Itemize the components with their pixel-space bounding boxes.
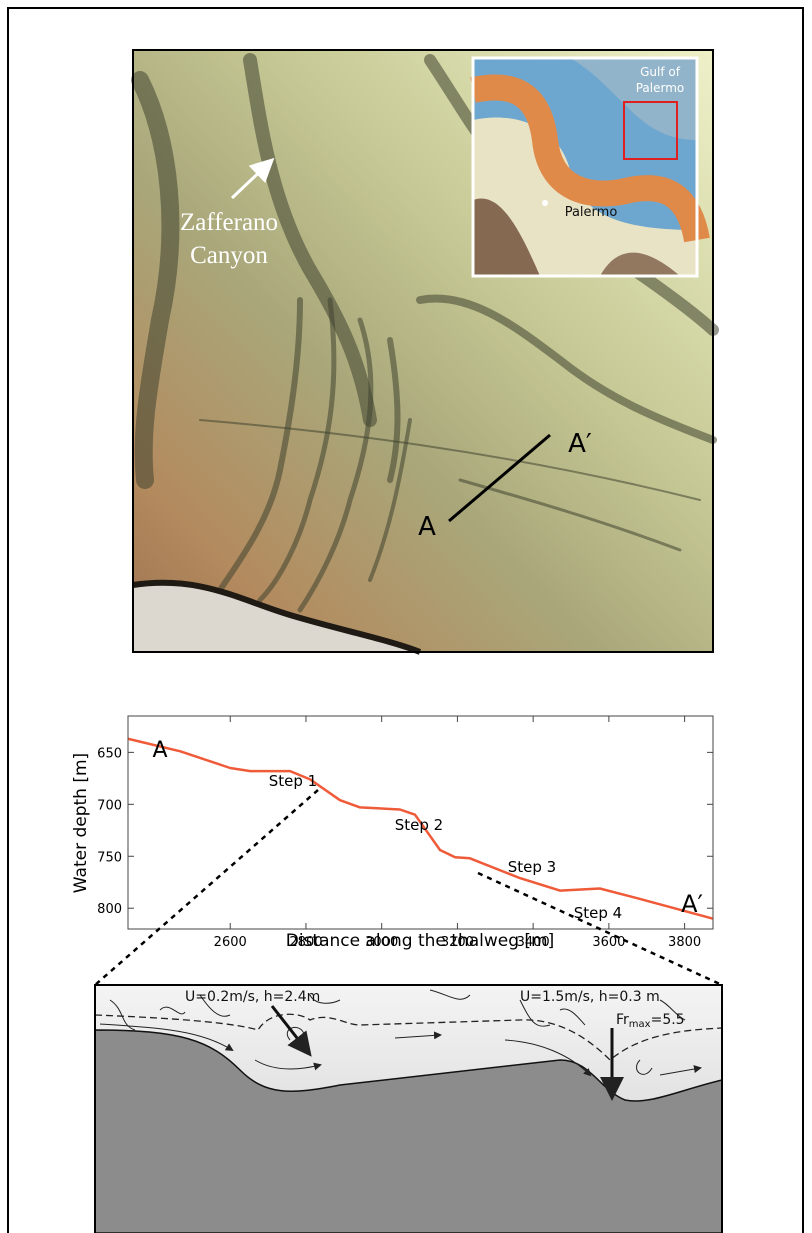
point-label: A [418, 512, 436, 542]
inset-map: Gulf of Palermo Palermo [473, 58, 697, 276]
chart-annotation: A′ [681, 890, 703, 918]
inset-label: Gulf of [640, 65, 681, 79]
x-tick-label: 3200 [441, 935, 474, 950]
figure: Zafferano Canyon A A′ Gulf of Palermo Pa… [0, 0, 812, 1233]
y-axis-label: Water depth [m] [71, 753, 91, 893]
canyon-label: Canyon [190, 242, 268, 269]
x-tick-label: 3600 [592, 935, 625, 950]
x-tick-label: 2600 [214, 935, 247, 950]
y-tick-label: 650 [97, 746, 122, 761]
point-label: A′ [568, 429, 592, 459]
inset-label: Palermo [565, 205, 618, 220]
chart-annotation: Step 2 [395, 816, 443, 834]
flow-label: U=1.5m/s, h=0.3 m [520, 989, 660, 1005]
canyon-label: Zafferano [180, 209, 278, 236]
x-tick-label: 2800 [289, 935, 322, 950]
x-tick-label: 3800 [668, 935, 701, 950]
profile-chart: Distance along the thalweg [m] Water dep… [71, 716, 713, 951]
y-tick-label: 700 [97, 798, 122, 813]
chart-annotation: Step 1 [269, 772, 317, 790]
froude-value: =5.5 [651, 1012, 685, 1028]
froude-subscript: max [629, 1019, 651, 1030]
x-axis-label: Distance along the thalweg [m] [286, 931, 555, 951]
y-tick-label: 800 [97, 902, 122, 917]
inset-label: Palermo [636, 81, 685, 95]
froude-symbol: Fr [616, 1012, 629, 1028]
chart-annotation: Step 3 [508, 858, 556, 876]
chart-annotation: A [152, 738, 167, 763]
x-tick-label: 3000 [365, 935, 398, 950]
flow-label: U=0.2m/s, h=2.4m [185, 989, 320, 1005]
x-tick-label: 3400 [517, 935, 550, 950]
y-tick-label: 750 [97, 850, 122, 865]
inset-city-dot [542, 200, 548, 206]
page: Zafferano Canyon A A′ Gulf of Palermo Pa… [0, 0, 812, 1233]
bathymetry-map: Zafferano Canyon A A′ Gulf of Palermo Pa… [133, 50, 713, 652]
flow-schematic: U=0.2m/s, h=2.4m U=1.5m/s, h=0.3 m Frmax… [95, 985, 722, 1233]
froude-label: Frmax=5.5 [616, 1012, 685, 1030]
